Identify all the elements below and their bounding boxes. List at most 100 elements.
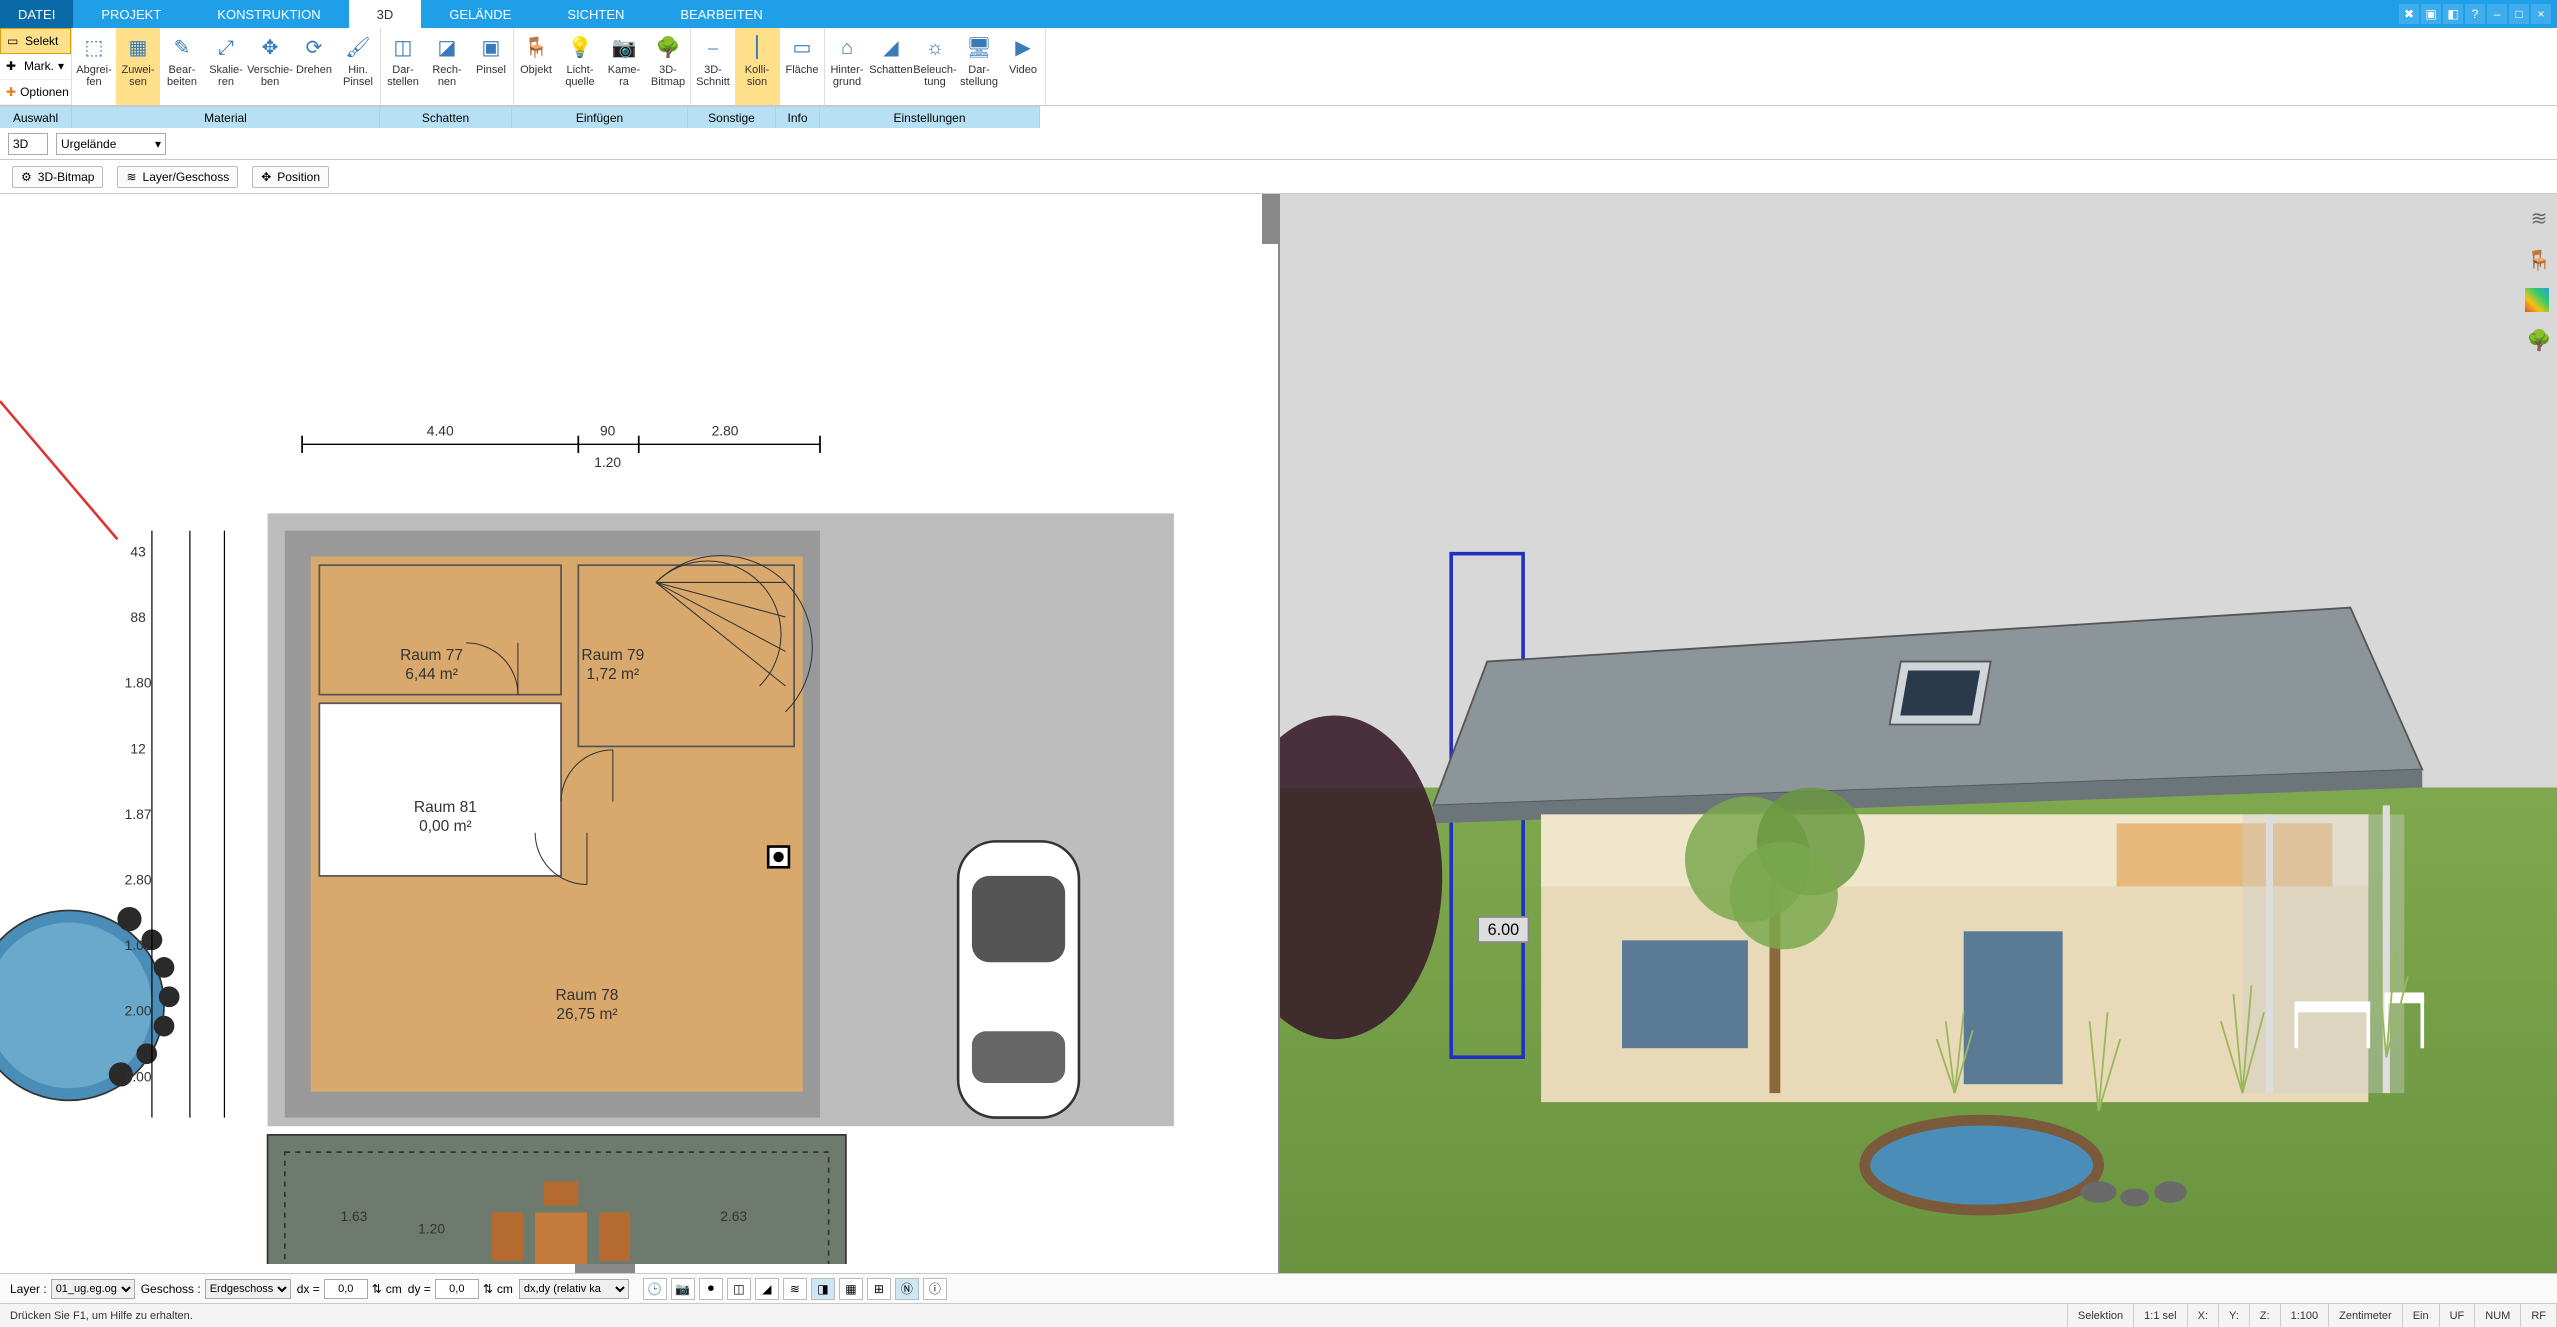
ribbon-schatten[interactable]: ◢Schatten <box>869 28 913 105</box>
close-icon[interactable]: × <box>2531 4 2551 24</box>
menu-bearbeiten[interactable]: BEARBEITEN <box>652 0 790 28</box>
maximize-icon[interactable]: □ <box>2509 4 2529 24</box>
group-label-einstellungen: Einstellungen <box>820 106 1040 128</box>
view-3d-pane[interactable]: 6.00 ≋ 🪑 🌳 <box>1280 194 2557 1273</box>
svg-text:1.87: 1.87 <box>125 806 152 822</box>
svg-text:1.80: 1.80 <box>125 675 152 691</box>
ribbon-pinsel[interactable]: ▣Pinsel <box>469 28 513 105</box>
svg-text:2.63: 2.63 <box>720 1208 747 1224</box>
status-z: Z: <box>2250 1304 2281 1327</box>
ribbon-hin-pinsel[interactable]: 🖌Hin. Pinsel <box>336 28 380 105</box>
plan-2d-pane[interactable]: 4.40 90 2.80 1.20 <box>0 194 1280 1273</box>
view-mode-combo[interactable]: 3D <box>8 133 48 155</box>
ribbon-hinter-grund[interactable]: ⌂Hinter- grund <box>825 28 869 105</box>
select-button[interactable]: ▭Selekt <box>0 28 71 54</box>
record-icon[interactable]: ⏺ <box>699 1278 723 1300</box>
position-button[interactable]: ✥Position <box>252 166 329 188</box>
ribbon-dar-stellen[interactable]: ◫Dar- stellen <box>381 28 425 105</box>
floor-select[interactable]: Erdgeschoss <box>205 1279 291 1299</box>
terrain-combo[interactable]: Urgelände▾ <box>56 133 166 155</box>
ribbon-skalie-ren[interactable]: ⤢Skalie- ren <box>204 28 248 105</box>
coord-mode-select[interactable]: dx,dy (relativ ka <box>519 1279 629 1299</box>
grid-icon[interactable]: ⊞ <box>867 1278 891 1300</box>
menu-gelände[interactable]: GELÄNDE <box>421 0 539 28</box>
chair-tool-icon[interactable]: 🪑 <box>2525 246 2553 274</box>
menu-datei[interactable]: DATEI <box>0 0 73 28</box>
status-scale: 1:100 <box>2281 1304 2330 1327</box>
secondary-toolbar: ⚙3D-Bitmap ≋Layer/Geschoss ✥Position <box>0 160 2557 194</box>
info-icon[interactable]: ⓘ <box>923 1278 947 1300</box>
gear-icon: ⚙ <box>21 170 32 184</box>
ribbon-video[interactable]: ▶Video <box>1001 28 1045 105</box>
svg-text:2.00: 2.00 <box>125 1003 152 1019</box>
floor-label: Geschoss : <box>141 1282 201 1296</box>
bottom-icon-row: 🕒 📷 ⏺ ◫ ◢ ≋ ◨ ▦ ⊞ Ⓝ ⓘ <box>643 1278 947 1300</box>
layer-select[interactable]: 01_ug.eg.og <box>51 1279 135 1299</box>
menu-3d[interactable]: 3D <box>349 0 422 28</box>
camera-icon[interactable]: 📷 <box>671 1278 695 1300</box>
svg-text:4.40: 4.40 <box>427 423 454 439</box>
ribbon-3d-bitmap[interactable]: 🌳3D- Bitmap <box>646 28 690 105</box>
ribbon-zuwei-sen[interactable]: ▦Zuwei- sen <box>116 28 160 105</box>
layer-geschoss-button[interactable]: ≋Layer/Geschoss <box>117 166 238 188</box>
bitmap-3d-button[interactable]: ⚙3D-Bitmap <box>12 166 103 188</box>
ribbon-dar-stellung[interactable]: 🖥Dar- stellung <box>957 28 1001 105</box>
ribbon-bear-beiten[interactable]: ✎Bear- beiten <box>160 28 204 105</box>
ribbon-licht-quelle[interactable]: 💡Licht- quelle <box>558 28 602 105</box>
room-label: Raum 79 <box>581 647 644 664</box>
ribbon-selection-group: ▭Selekt ✚Mark.▾ ✚Optionen <box>0 28 72 105</box>
status-units: Zentimeter <box>2329 1304 2403 1327</box>
ribbon-group-einstellungen: ⌂Hinter- grund◢Schatten☼Beleuch- tung🖥Da… <box>825 28 1046 105</box>
status-ein: Ein <box>2403 1304 2440 1327</box>
room-label: Raum 81 <box>414 799 477 816</box>
layers-icon-2[interactable]: ≋ <box>783 1278 807 1300</box>
ribbon-fl-che[interactable]: ▭Fläche <box>780 28 824 105</box>
tool-icon-3[interactable]: ◧ <box>2443 4 2463 24</box>
shadow-icon[interactable]: ◨ <box>811 1278 835 1300</box>
svg-text:26,75 m²: 26,75 m² <box>556 1006 617 1023</box>
svg-text:1.20: 1.20 <box>594 454 621 470</box>
tree-tool-icon[interactable]: 🌳 <box>2525 326 2553 354</box>
svg-text:1.20: 1.20 <box>418 1220 445 1236</box>
dx-input[interactable] <box>324 1279 368 1299</box>
room-label: Raum 78 <box>555 987 618 1004</box>
status-selection: Selektion <box>2068 1304 2134 1327</box>
group-label-einfuegen: Einfügen <box>512 106 688 128</box>
group-label-schatten: Schatten <box>380 106 512 128</box>
palette-tool-icon[interactable] <box>2525 288 2549 312</box>
ribbon-kolli-sion[interactable]: ⎮Kolli- sion <box>735 28 779 105</box>
svg-text:88: 88 <box>130 609 146 625</box>
svg-text:2.80: 2.80 <box>125 872 152 888</box>
ribbon-rech-nen[interactable]: ◪Rech- nen <box>425 28 469 105</box>
minimize-icon[interactable]: – <box>2487 4 2507 24</box>
bottom-bar: Layer : 01_ug.eg.og Geschoss : Erdgescho… <box>0 1273 2557 1303</box>
cube-icon[interactable]: ◫ <box>727 1278 751 1300</box>
north-icon[interactable]: Ⓝ <box>895 1278 919 1300</box>
help-icon[interactable]: ? <box>2465 4 2485 24</box>
svg-text:1,72 m²: 1,72 m² <box>587 666 640 683</box>
ribbon-abgrei-fen[interactable]: ⬚Abgrei- fen <box>72 28 116 105</box>
dy-input[interactable] <box>435 1279 479 1299</box>
ribbon-beleuch-tung[interactable]: ☼Beleuch- tung <box>913 28 957 105</box>
tool-icon-1[interactable]: ✖ <box>2399 4 2419 24</box>
ribbon-verschie-ben[interactable]: ✥Verschie- ben <box>248 28 292 105</box>
status-uf: UF <box>2440 1304 2476 1327</box>
ribbon-objekt[interactable]: 🪑Objekt <box>514 28 558 105</box>
grid-snap-icon[interactable]: ▦ <box>839 1278 863 1300</box>
ribbon-3d-schnitt[interactable]: ⎯3D- Schnitt <box>691 28 735 105</box>
menu-konstruktion[interactable]: KONSTRUKTION <box>189 0 348 28</box>
svg-text:6,44 m²: 6,44 m² <box>405 666 458 683</box>
menu-sichten[interactable]: SICHTEN <box>539 0 652 28</box>
view-selector-bar: 3D Urgelände▾ <box>0 128 2557 160</box>
clock-icon[interactable]: 🕒 <box>643 1278 667 1300</box>
menu-projekt[interactable]: PROJEKT <box>73 0 189 28</box>
status-rf: RF <box>2521 1304 2557 1327</box>
ribbon-drehen[interactable]: ⟳Drehen <box>292 28 336 105</box>
options-button[interactable]: ✚Optionen <box>0 80 71 105</box>
mark-button[interactable]: ✚Mark.▾ <box>0 54 71 79</box>
tool-icon-2[interactable]: ▣ <box>2421 4 2441 24</box>
slope-icon[interactable]: ◢ <box>755 1278 779 1300</box>
layers-tool-icon[interactable]: ≋ <box>2525 204 2553 232</box>
svg-text:1.02: 1.02 <box>125 937 152 953</box>
ribbon-kame-ra[interactable]: 📷Kame- ra <box>602 28 646 105</box>
